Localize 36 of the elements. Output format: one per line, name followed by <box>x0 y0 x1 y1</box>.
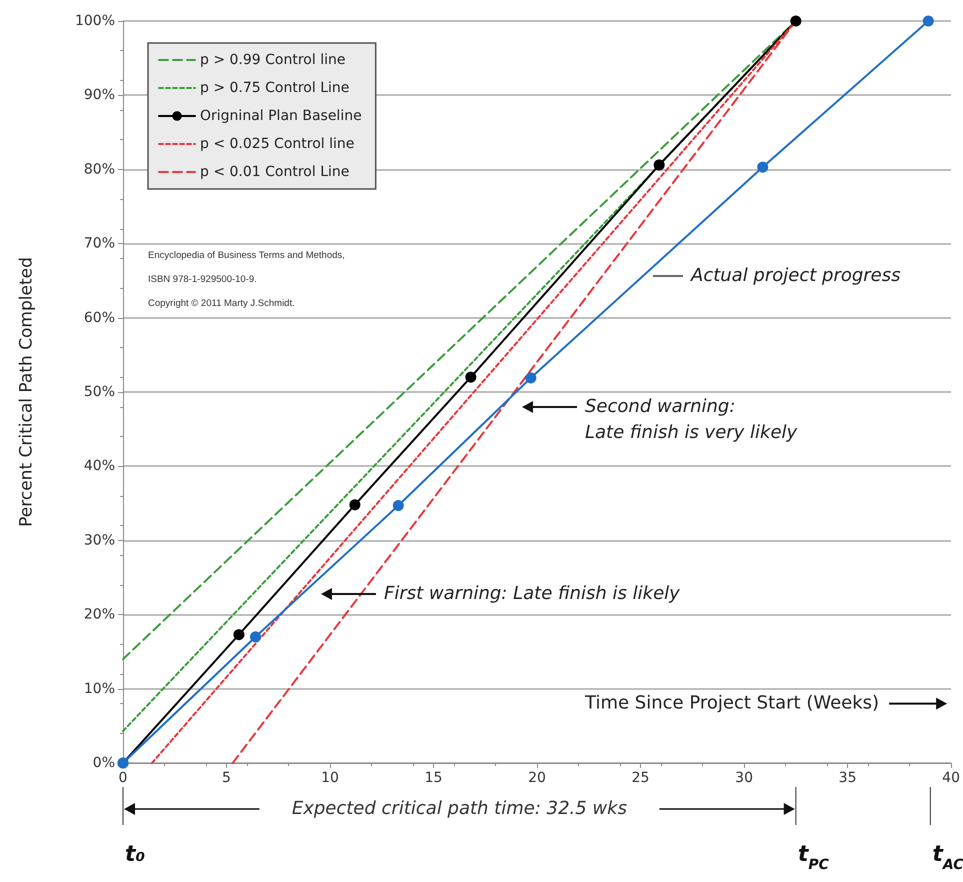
x-tick-label: 20 <box>528 770 546 786</box>
y-tick-label: 20% <box>84 606 115 623</box>
y-tick-label: 70% <box>84 236 115 252</box>
annotation: Second warning: Late finish is very likely <box>585 396 798 443</box>
annotation: Copyright © 2011 Marty J.Schmidt. <box>148 298 295 309</box>
text: Expected critical path time: 32.5 wks <box>292 798 627 819</box>
y-axis-title: Percent Critical Path Completed <box>16 257 36 527</box>
ref-line-label: t₀ <box>125 842 146 867</box>
annotation: ISBN 978-1-929500-10-9. <box>148 274 257 285</box>
annotation: Actual project progress <box>690 264 901 286</box>
annotation: Encyclopedia of Business Terms and Methods, <box>148 250 345 261</box>
y-tick-label: 90% <box>84 87 115 104</box>
y-tick-label: 100% <box>74 13 115 29</box>
legend-label: p > 0.75 Control Line <box>200 80 350 96</box>
y-tick-label: 10% <box>84 680 115 697</box>
legend-label: p > 0.99 Control line <box>200 52 346 68</box>
x-tick-label: 5 <box>222 770 231 786</box>
x-tick-label: 15 <box>424 770 442 786</box>
annotation: First warning: Late finish is likely <box>384 582 680 604</box>
y-tick-label: 80% <box>84 161 115 178</box>
x-tick-label: 25 <box>632 770 650 786</box>
legend-label: p < 0.025 Control line <box>200 136 354 152</box>
x-axis-title: Time Since Project Start (Weeks) <box>584 692 880 714</box>
x-tick-label: 10 <box>321 770 339 786</box>
x-tick-label: 35 <box>838 770 856 786</box>
x-tick-label: 30 <box>735 770 753 786</box>
legend-label: p < 0.01 Control Line <box>200 164 350 180</box>
y-tick-label: 30% <box>84 532 115 548</box>
y-tick-label: 40% <box>84 458 115 474</box>
legend-label: Origninal Plan Baseline <box>200 108 362 124</box>
y-tick-label: 60% <box>84 310 115 326</box>
x-tick-label: 40 <box>942 770 960 786</box>
ref-line-label: t$_{PC}$ <box>798 842 830 873</box>
y-tick-label: 50% <box>84 384 115 400</box>
y-tick-label: 0% <box>92 755 115 771</box>
x-tick-label: 0 <box>118 770 128 786</box>
